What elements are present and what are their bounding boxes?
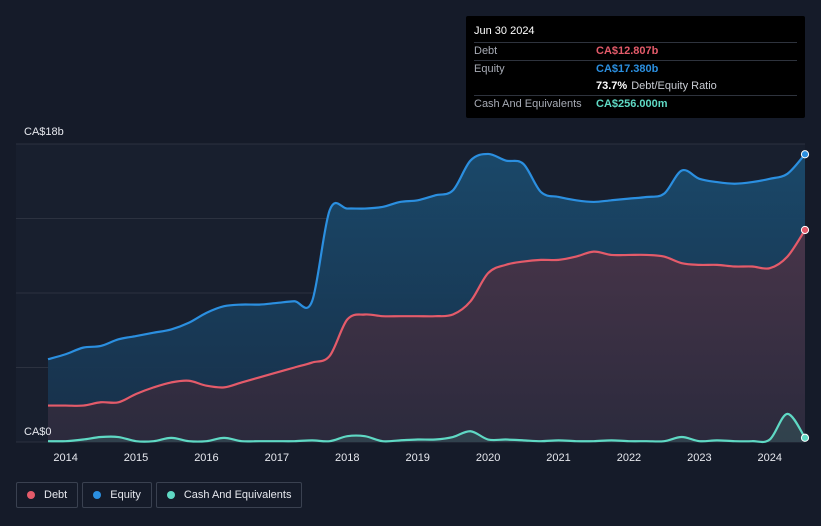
x-axis-ticks: 2014 2015 2016 2017 2018 2019 2020 2021 2022 2023… <box>53 452 782 464</box>
tooltip-ratio-text: Debt/Equity Ratio <box>631 80 717 92</box>
tooltip-row-equity: Equity CA$17.380b <box>474 60 797 78</box>
debt-line <box>48 229 806 407</box>
equity-endpoint <box>800 150 810 159</box>
tooltip-row-ratio: 73.7% Debt/Equity Ratio <box>474 78 797 95</box>
equity-line <box>47 152 806 361</box>
x-tick-label: 2023 <box>687 452 711 464</box>
debt-area <box>48 229 805 442</box>
x-tick-label: 2017 <box>265 452 289 464</box>
chart-legend: Debt Equity Cash And Equivalents <box>16 482 306 508</box>
cash-and-equivalents-line <box>47 412 806 444</box>
x-tick-label: 2021 <box>546 452 570 464</box>
legend-item-cash[interactable]: Cash And Equivalents <box>155 482 303 508</box>
tooltip-cash-value: CA$256.000m <box>596 98 668 110</box>
tooltip-equity-value: CA$17.380b <box>596 63 659 75</box>
y-axis-bottom-label: CA$0 <box>24 426 52 438</box>
series-lines <box>47 152 806 444</box>
tooltip-equity-label: Equity <box>474 63 505 75</box>
x-tick-label: 2024 <box>758 452 782 464</box>
legend-item-debt[interactable]: Debt <box>16 482 79 508</box>
y-axis-top-label: CA$18b <box>24 126 64 138</box>
x-tick-label: 2016 <box>194 452 218 464</box>
x-tick-label: 2019 <box>405 452 429 464</box>
x-tick-label: 2018 <box>335 452 359 464</box>
x-tick-label: 2015 <box>124 452 148 464</box>
legend-dot-equity <box>93 491 102 499</box>
tooltip-date: Jun 30 2024 <box>474 25 535 37</box>
x-tick-label: 2014 <box>53 452 77 464</box>
debt-endpoint <box>800 225 810 235</box>
data-tooltip: Jun 30 2024 Debt CA$12.807b Equity CA$17… <box>466 16 805 118</box>
series-endpoints <box>800 150 810 442</box>
legend-dot-debt <box>27 491 35 499</box>
tooltip-ratio-percent: 73.7% <box>596 80 628 92</box>
legend-label-equity: Equity <box>110 489 141 501</box>
tooltip-row-cash: Cash And Equivalents CA$256.000m <box>474 95 797 113</box>
legend-item-equity[interactable]: Equity <box>82 482 152 508</box>
legend-label-debt: Debt <box>44 489 68 501</box>
legend-dot-cash <box>166 491 175 499</box>
x-tick-label: 2020 <box>476 452 500 464</box>
legend-label-cash: Cash And Equivalents <box>183 489 292 501</box>
x-tick-label: 2022 <box>617 452 641 464</box>
tooltip-row-debt: Debt CA$12.807b <box>474 42 797 60</box>
cash-and-equivalents-endpoint <box>800 433 810 442</box>
tooltip-debt-label: Debt <box>474 45 498 57</box>
tooltip-cash-label: Cash And Equivalents <box>474 98 582 110</box>
tooltip-debt-value: CA$12.807b <box>596 45 659 57</box>
